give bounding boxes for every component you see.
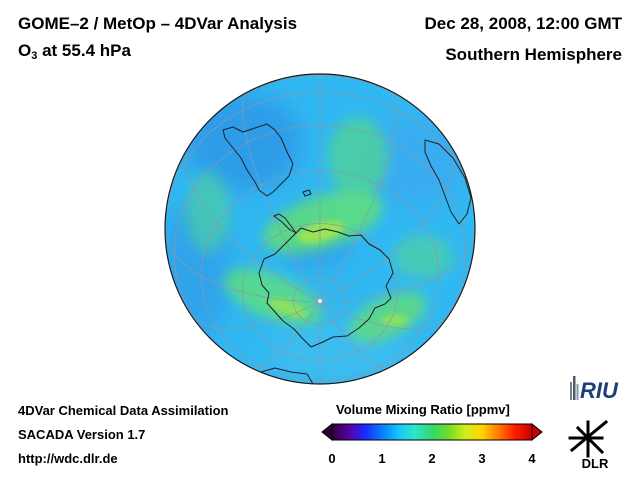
colorbar-tick-label: 4 bbox=[528, 451, 536, 466]
coastlines bbox=[222, 123, 472, 384]
colorbar bbox=[321, 422, 543, 442]
south-america-coastline bbox=[222, 123, 294, 197]
colorbar-tick-label: 0 bbox=[328, 451, 336, 466]
footer-assimilation-label: 4DVar Chemical Data Assimilation bbox=[18, 403, 229, 418]
antarctica-coastline bbox=[258, 227, 394, 348]
australia-coastline bbox=[260, 367, 314, 384]
graticule-meridian bbox=[319, 146, 455, 303]
species-name: O bbox=[18, 41, 32, 60]
graticule-meridian bbox=[250, 301, 321, 369]
hemisphere-label: Southern Hemisphere bbox=[445, 45, 622, 64]
analysis-date: Dec 28, 2008, 12:00 GMT bbox=[424, 14, 622, 33]
pressure-level: at 55.4 hPa bbox=[42, 41, 131, 60]
graticule-meridian bbox=[242, 90, 321, 302]
graticule-meridian bbox=[165, 232, 321, 303]
riu-logo: RIU bbox=[570, 376, 619, 403]
graticule-meridian bbox=[319, 90, 398, 302]
footer-url-link[interactable]: http://wdc.dlr.de bbox=[18, 451, 118, 466]
dlr-logo-text: DLR bbox=[582, 456, 609, 471]
graticule-meridian bbox=[185, 146, 321, 303]
riu-logo-text: RIU bbox=[580, 378, 619, 403]
graticule-meridian bbox=[319, 301, 390, 369]
south-pole-marker bbox=[317, 298, 323, 304]
colorbar-tick-label: 2 bbox=[428, 451, 436, 466]
globe-map bbox=[164, 73, 476, 385]
colorbar-tick-label: 3 bbox=[478, 451, 486, 466]
colorbar-title: Volume Mixing Ratio [ppmv] bbox=[336, 402, 510, 417]
colorbar-tick-label: 1 bbox=[378, 451, 386, 466]
africa-coastline bbox=[424, 139, 472, 225]
colorbar-frame bbox=[331, 423, 533, 441]
graticule-meridian bbox=[319, 228, 475, 303]
colorbar-under-arrow bbox=[321, 422, 333, 442]
antarctic-peninsula bbox=[273, 213, 297, 234]
graticule-meridian bbox=[190, 301, 321, 330]
colorbar-over-arrow bbox=[531, 422, 543, 442]
plot-title: GOME–2 / MetOp – 4DVar Analysis bbox=[18, 14, 298, 33]
graticule-meridian bbox=[319, 301, 450, 330]
footer-version-label: SACADA Version 1.7 bbox=[18, 427, 146, 442]
ozone-peak-regions bbox=[269, 221, 409, 326]
south-georgia-island bbox=[302, 189, 312, 197]
species-subscript: 3 bbox=[31, 50, 38, 62]
globe-outline bbox=[164, 73, 476, 385]
dlr-logo: DLR bbox=[568, 419, 609, 471]
colorbar-gradient bbox=[332, 424, 532, 440]
species-level-label: O3 at 55.4 hPa bbox=[18, 41, 131, 62]
